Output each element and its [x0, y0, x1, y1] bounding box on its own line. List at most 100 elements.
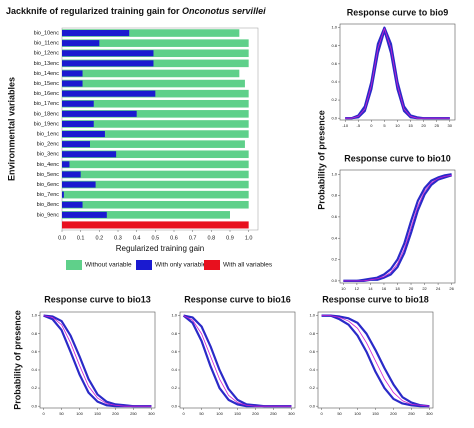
- bar: [62, 30, 130, 37]
- plot-frame: [179, 311, 296, 409]
- x-tick-label: 0: [42, 411, 45, 416]
- bar: [62, 60, 154, 67]
- x-tick-label: 200: [252, 411, 259, 416]
- x-tick-label: 22: [422, 286, 427, 291]
- bar: [62, 181, 96, 188]
- x-tick-label: 0: [182, 411, 185, 416]
- category-label: bio_13enc: [34, 61, 60, 67]
- chart-title: Response curve to bio18: [322, 294, 429, 304]
- bar: [62, 140, 245, 148]
- x-tick-label: 0.3: [114, 235, 122, 241]
- legend-label: With only variable: [155, 262, 207, 269]
- y-tick-label: 0.0: [331, 115, 337, 120]
- bar: [62, 50, 154, 57]
- category-label: bio_8enc: [37, 202, 60, 208]
- x-tick-label: 100: [354, 411, 361, 416]
- y-tick-label: 0.6: [309, 349, 315, 354]
- bar: [62, 49, 249, 58]
- y-tick-label: 0.6: [31, 349, 37, 354]
- bar: [62, 170, 249, 179]
- legend-swatch: [136, 260, 152, 270]
- y-tick-label: 0.8: [331, 43, 337, 48]
- y-tick-label: 0.4: [309, 367, 315, 372]
- bar: [62, 120, 94, 127]
- legend-swatch: [66, 260, 82, 270]
- bar: [62, 190, 249, 199]
- bar: [62, 110, 249, 118]
- x-tick-label: 5: [383, 123, 386, 128]
- category-label: bio_17enc: [34, 101, 60, 107]
- x-tick-label: 20: [421, 123, 426, 128]
- bar: [62, 201, 83, 208]
- bar: [62, 151, 117, 158]
- x-tick-label: 200: [112, 411, 119, 416]
- bar: [62, 80, 83, 87]
- response-line: [321, 314, 430, 408]
- bar: [62, 141, 90, 148]
- response-line: [43, 315, 152, 407]
- category-label: bio_16enc: [34, 91, 60, 97]
- category-label: bio_6enc: [37, 182, 60, 188]
- plot-frame: [317, 311, 434, 409]
- x-tick-label: -10: [342, 123, 349, 128]
- y-tick-label: 0.8: [309, 331, 315, 336]
- x-tick-label: 0.7: [189, 235, 197, 241]
- response-line: [321, 314, 430, 408]
- x-tick-label: 0: [320, 411, 323, 416]
- y-tick-label: 0.4: [331, 79, 337, 84]
- category-label: bio_2enc: [37, 142, 60, 148]
- x-tick-label: 0.2: [96, 235, 104, 241]
- category-label: bio_3enc: [37, 152, 60, 158]
- response-line: [343, 174, 452, 282]
- bar: [62, 69, 240, 78]
- category-label: bio_18enc: [34, 111, 60, 117]
- bar: [62, 39, 249, 47]
- x-tick-label: 50: [199, 411, 204, 416]
- legend-swatch: [204, 260, 220, 270]
- chart-title: Response curve to bio13: [44, 294, 151, 304]
- y-tick-label: 0.0: [331, 278, 337, 283]
- chart-title: Response curve to bio16: [184, 294, 291, 304]
- bar: [62, 29, 240, 37]
- y-tick-label: 0.2: [31, 385, 37, 390]
- x-tick-label: 250: [408, 411, 415, 416]
- x-tick-label: 200: [390, 411, 397, 416]
- y-tick-label: 0.2: [331, 257, 337, 262]
- x-tick-label: 0.0: [58, 235, 66, 241]
- bar: [62, 160, 249, 169]
- x-tick-label: 50: [337, 411, 342, 416]
- category-label: bio_4enc: [37, 162, 60, 168]
- x-tick-label: 14: [368, 286, 373, 291]
- x-axis-label: Regularized training gain: [116, 244, 205, 253]
- y-tick-label: 0.0: [309, 403, 315, 408]
- response-line: [321, 315, 430, 407]
- x-tick-label: 15: [408, 123, 413, 128]
- x-tick-label: 24: [436, 286, 441, 291]
- category-label: bio_1enc: [37, 132, 60, 138]
- x-tick-label: 10: [341, 286, 346, 291]
- x-tick-label: 0.1: [77, 235, 85, 241]
- x-tick-label: 0.4: [133, 235, 141, 241]
- chart-title: Jackknife of regularized training gain f…: [6, 6, 266, 16]
- response-line: [345, 28, 450, 119]
- y-tick-label: 0.8: [31, 331, 37, 336]
- y-tick-label: 0.8: [331, 193, 337, 198]
- response-line: [183, 315, 292, 407]
- y-tick-label: 0.4: [331, 235, 337, 240]
- bar: [62, 79, 245, 88]
- plot-frame: [339, 23, 456, 121]
- y-tick-label: 0.4: [171, 367, 177, 372]
- y-axis-label: Environmental variables: [6, 77, 16, 181]
- x-tick-label: 150: [234, 411, 241, 416]
- x-tick-label: 300: [148, 411, 155, 416]
- category-label: bio_9enc: [37, 212, 60, 218]
- bar: [62, 130, 249, 138]
- x-tick-label: 30: [448, 123, 453, 128]
- title-species: Onconotus servillei: [182, 6, 266, 16]
- y-tick-label: 0.4: [31, 367, 37, 372]
- y-axis-label: Probability of presence: [12, 310, 22, 410]
- y-axis-label: Probability of presence: [316, 110, 326, 210]
- x-tick-label: 16: [382, 286, 387, 291]
- bar: [62, 171, 81, 178]
